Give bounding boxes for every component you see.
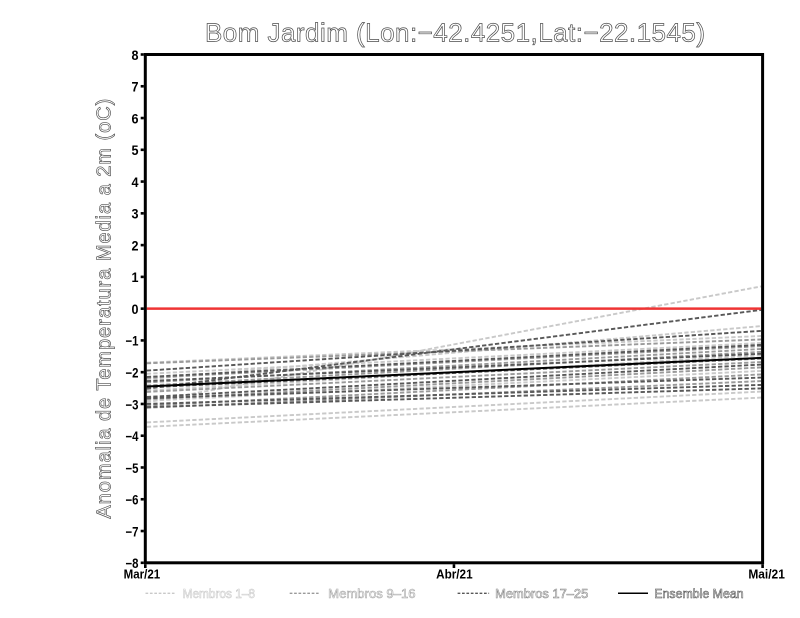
svg-text:Membros 9–16: Membros 9–16 — [328, 586, 415, 601]
svg-text:6: 6 — [132, 111, 139, 126]
svg-text:−1: −1 — [126, 334, 139, 349]
svg-text:Ensemble Mean: Ensemble Mean — [654, 586, 743, 601]
svg-text:Anomalia de Temperatura Media: Anomalia de Temperatura Media a 2m (oC) — [94, 99, 116, 519]
svg-text:3: 3 — [132, 207, 139, 222]
svg-text:−4: −4 — [126, 429, 139, 444]
svg-text:1: 1 — [132, 270, 139, 285]
svg-text:8: 8 — [132, 48, 139, 63]
svg-text:−6: −6 — [126, 493, 139, 508]
svg-text:Abr/21: Abr/21 — [436, 568, 473, 582]
svg-text:−8: −8 — [126, 556, 139, 571]
svg-text:Membros 1–8: Membros 1–8 — [183, 586, 255, 601]
svg-text:Mai/21: Mai/21 — [748, 568, 785, 582]
svg-text:4: 4 — [132, 175, 139, 190]
svg-text:Membros 17–25: Membros 17–25 — [495, 586, 588, 601]
svg-text:0: 0 — [132, 302, 139, 317]
svg-text:−7: −7 — [126, 524, 139, 539]
svg-text:7: 7 — [132, 80, 139, 95]
svg-text:Bom Jardim (Lon:−42.4251,Lat:−: Bom Jardim (Lon:−42.4251,Lat:−22.1545) — [205, 18, 705, 48]
svg-text:2: 2 — [132, 238, 139, 253]
svg-text:5: 5 — [132, 143, 139, 158]
svg-text:−2: −2 — [126, 365, 139, 380]
svg-text:Mar/21: Mar/21 — [124, 568, 161, 582]
svg-text:−5: −5 — [126, 461, 139, 476]
svg-text:−3: −3 — [126, 397, 139, 412]
